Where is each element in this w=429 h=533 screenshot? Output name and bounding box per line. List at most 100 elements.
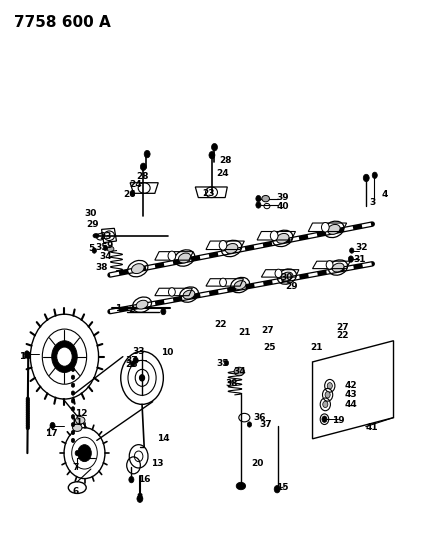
Text: 27: 27: [336, 323, 349, 332]
Circle shape: [71, 383, 75, 387]
Ellipse shape: [225, 244, 238, 253]
Circle shape: [26, 415, 30, 419]
Circle shape: [71, 438, 75, 442]
Text: 24: 24: [217, 169, 230, 178]
Text: 26: 26: [123, 190, 136, 199]
Text: 15: 15: [276, 483, 289, 492]
Text: 10: 10: [161, 348, 174, 357]
Circle shape: [130, 191, 135, 196]
Circle shape: [92, 248, 97, 253]
Circle shape: [26, 403, 30, 408]
Text: 31: 31: [353, 255, 366, 264]
Ellipse shape: [281, 272, 293, 281]
Circle shape: [50, 422, 55, 429]
Circle shape: [144, 150, 150, 158]
Text: 32: 32: [355, 243, 368, 252]
Circle shape: [256, 202, 261, 208]
Circle shape: [348, 256, 353, 262]
Text: 34: 34: [99, 253, 112, 262]
Text: 22: 22: [336, 331, 349, 340]
Circle shape: [321, 222, 329, 232]
Ellipse shape: [178, 253, 191, 263]
Circle shape: [26, 410, 30, 414]
Text: 22: 22: [214, 320, 227, 329]
Text: 43: 43: [344, 390, 357, 399]
Text: 24: 24: [129, 180, 142, 189]
Circle shape: [248, 422, 251, 427]
Text: 40: 40: [276, 201, 289, 211]
Circle shape: [133, 357, 138, 364]
Circle shape: [219, 240, 227, 250]
Circle shape: [75, 450, 79, 456]
Text: 34: 34: [234, 367, 246, 376]
Text: 14: 14: [157, 434, 169, 443]
Circle shape: [26, 413, 30, 417]
Circle shape: [24, 351, 30, 357]
Text: 18: 18: [18, 352, 31, 361]
Circle shape: [274, 486, 280, 493]
Text: 29: 29: [87, 220, 100, 229]
Text: 38: 38: [96, 263, 108, 272]
Text: 37: 37: [260, 420, 272, 429]
Text: 29: 29: [285, 282, 298, 291]
Circle shape: [26, 425, 30, 430]
Circle shape: [71, 391, 75, 395]
Ellipse shape: [236, 482, 246, 490]
Ellipse shape: [93, 233, 99, 238]
Text: 28: 28: [136, 172, 148, 181]
Circle shape: [326, 261, 333, 269]
Circle shape: [57, 347, 72, 366]
Text: 28: 28: [219, 156, 231, 165]
Circle shape: [26, 419, 30, 423]
Ellipse shape: [183, 290, 195, 299]
Text: 35: 35: [96, 243, 108, 252]
Circle shape: [103, 245, 108, 251]
Circle shape: [71, 431, 75, 434]
Circle shape: [211, 143, 218, 151]
Ellipse shape: [262, 196, 269, 202]
Text: 37: 37: [125, 357, 138, 366]
Circle shape: [327, 383, 332, 389]
Text: 38: 38: [225, 378, 238, 387]
Circle shape: [275, 269, 282, 278]
Text: 41: 41: [366, 423, 378, 432]
Text: 4: 4: [382, 190, 388, 199]
Text: 30: 30: [85, 209, 97, 218]
Ellipse shape: [327, 224, 340, 235]
Text: 6: 6: [73, 487, 79, 496]
Circle shape: [26, 397, 30, 401]
Text: 16: 16: [138, 475, 151, 484]
Text: 35: 35: [217, 359, 229, 367]
Text: 3: 3: [369, 198, 375, 207]
Circle shape: [78, 445, 91, 462]
Circle shape: [71, 375, 75, 379]
Circle shape: [363, 174, 369, 182]
Text: 7758 600 A: 7758 600 A: [14, 14, 111, 30]
Circle shape: [130, 361, 135, 367]
Circle shape: [129, 477, 134, 483]
Circle shape: [26, 417, 30, 421]
Circle shape: [71, 407, 75, 411]
Circle shape: [26, 423, 30, 427]
Text: 25: 25: [264, 343, 276, 352]
Ellipse shape: [131, 264, 144, 273]
Circle shape: [71, 415, 75, 419]
Text: 7: 7: [73, 464, 79, 472]
Circle shape: [209, 151, 215, 159]
Circle shape: [220, 278, 227, 287]
Circle shape: [26, 406, 30, 410]
Circle shape: [169, 288, 175, 296]
Text: 9: 9: [107, 241, 113, 250]
Text: 1: 1: [115, 304, 122, 313]
Ellipse shape: [234, 367, 245, 376]
Text: 19: 19: [332, 416, 344, 425]
Circle shape: [140, 163, 146, 171]
Text: 21: 21: [238, 328, 251, 337]
Circle shape: [71, 399, 75, 403]
Circle shape: [26, 399, 30, 403]
Circle shape: [224, 360, 229, 366]
Ellipse shape: [332, 263, 344, 272]
Circle shape: [139, 375, 145, 381]
Text: 27: 27: [261, 326, 274, 335]
Text: 30: 30: [281, 272, 293, 281]
